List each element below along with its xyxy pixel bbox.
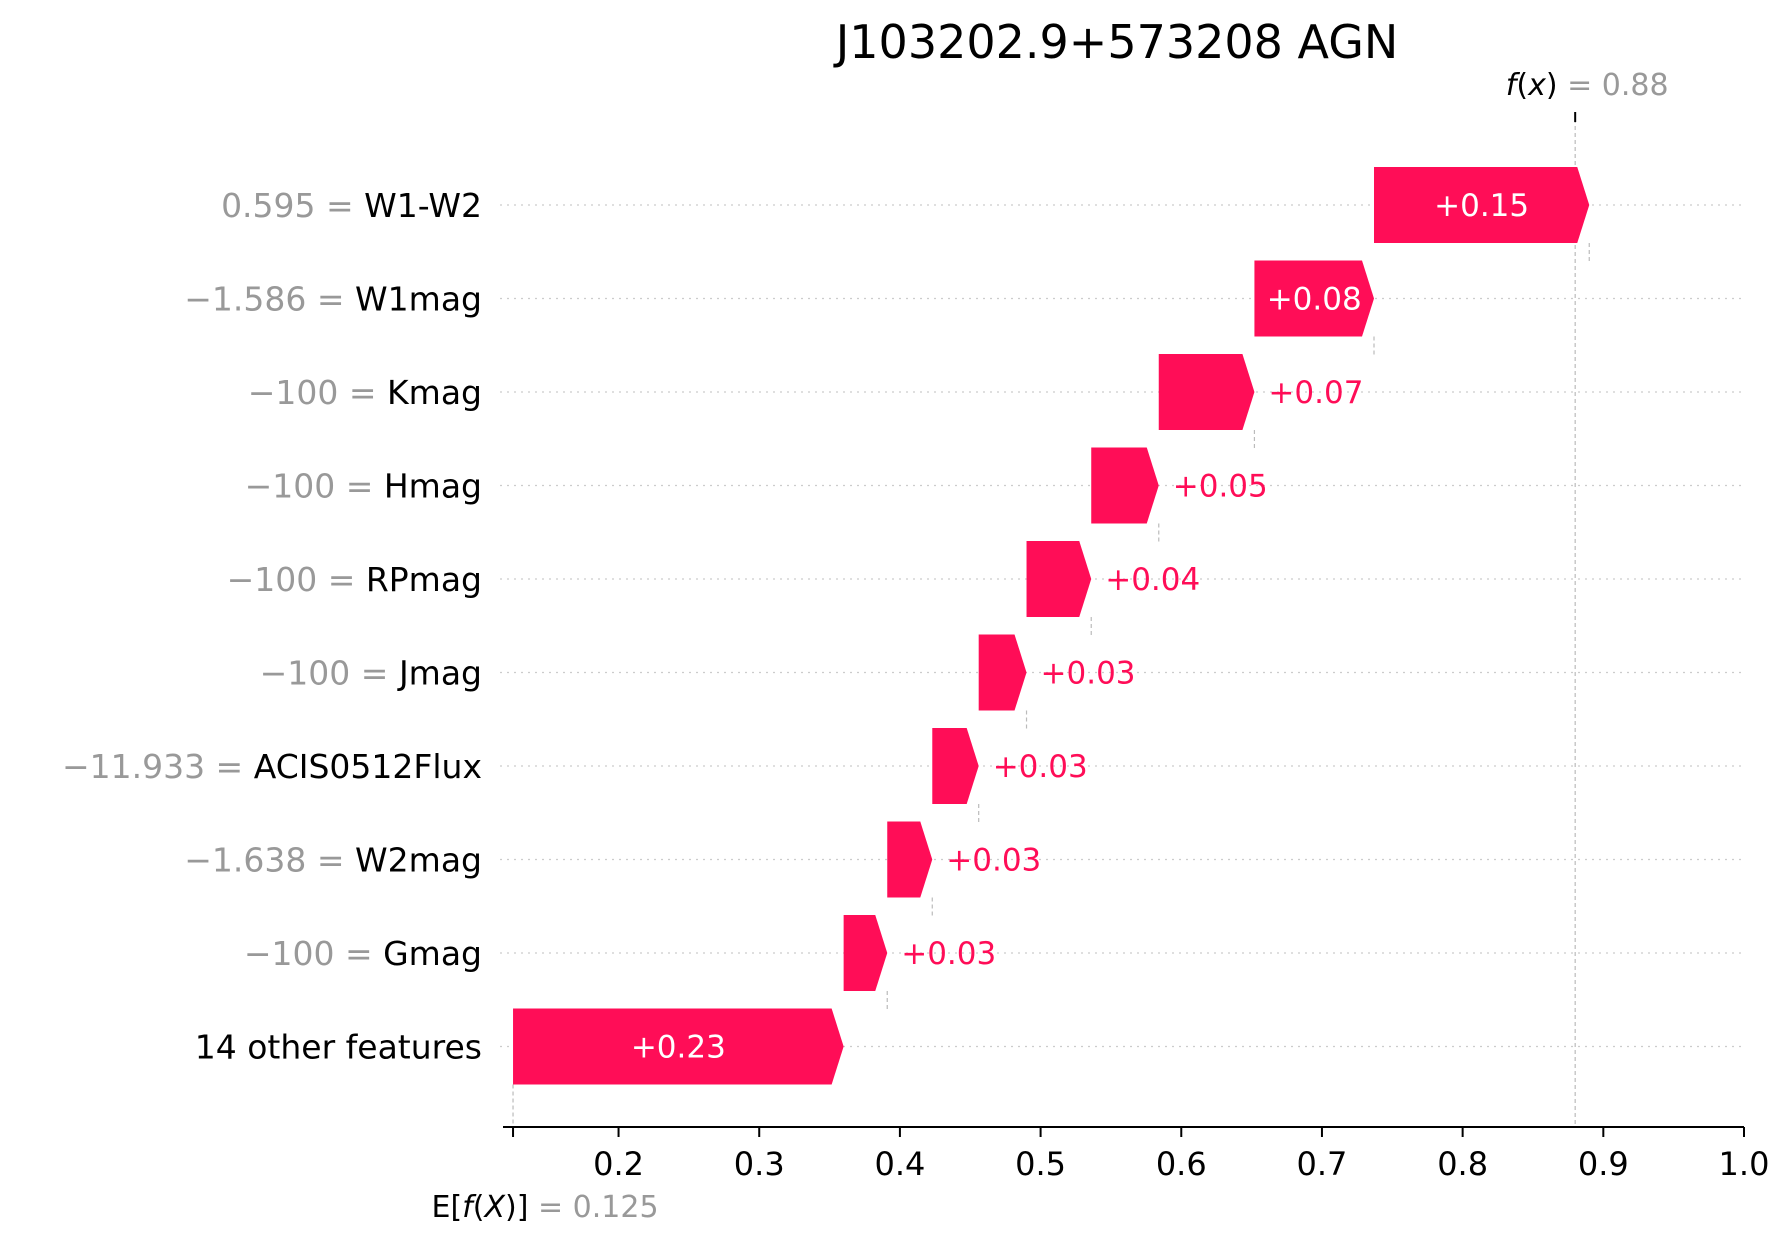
feature-label: −100 = Hmag [245,467,482,506]
bar-w1mag [1254,260,1375,337]
bar-value-label: +0.08 [1267,282,1362,318]
bar-w1-w2 [1374,167,1590,243]
bars: +0.15 +0.08 +0.07 +0.05 +0.04 +0.03 +0.03 +0.03… [513,167,1590,1085]
bar-value-label: +0.05 [1173,469,1268,505]
bar-value-label: +0.03 [1041,656,1136,692]
bar-kmag [1158,354,1255,430]
feature-label: −100 = Kmag [248,373,482,412]
x-tick-label: 1.0 [1719,1145,1770,1183]
feature-label: −1.638 = W2mag [184,841,482,880]
bar-value-label: +0.07 [1268,375,1363,411]
gridlines [500,204,1744,1048]
bar-value-label: +0.03 [993,749,1088,785]
feature-label: 14 other features [195,1028,482,1067]
x-tick-label: 0.5 [1015,1145,1066,1183]
bar-gmag [843,915,888,991]
bar-value-label: +0.03 [946,843,1041,879]
feature-label: 0.595 = W1-W2 [221,186,482,225]
bar-rpmag [1026,541,1092,617]
x-axis: 0.2 0.3 0.4 0.5 0.6 0.7 0.8 0.9 1.0 [503,1126,1770,1183]
chart-title: J103202.9+573208 AGN [833,15,1399,69]
bar-value-label: +0.03 [901,936,996,972]
value-markers: E[f(X)] = 0.125 f(x) = 0.88 [432,68,1669,1225]
connector-lines [512,112,1590,1127]
x-tick-label: 0.7 [1297,1145,1348,1183]
feature-label: −1.586 = W1mag [184,280,482,319]
x-tick-label: 0.4 [874,1145,925,1183]
feature-label: −100 = RPmag [227,560,482,599]
bar-hmag [1091,447,1159,524]
final-value-label: f(x) = 0.88 [1506,68,1669,103]
feature-label: −11.933 = ACIS0512Flux [62,747,482,786]
bar-14-other-features [513,1008,844,1085]
x-tick-label: 0.6 [1156,1145,1207,1183]
bar-value-label: +0.15 [1434,188,1529,224]
base-value-label: E[f(X)] = 0.125 [432,1190,659,1225]
feature-label: −100 = Jmag [260,654,482,693]
x-tick-label: 0.3 [734,1145,785,1183]
x-tick-label: 0.2 [593,1145,644,1183]
bar-value-label: +0.04 [1105,562,1200,598]
bar-jmag [978,634,1027,711]
x-tick-label: 0.9 [1578,1145,1629,1183]
feature-labels: 0.595 = W1-W2 −1.586 = W1mag −100 = Kmag −1… [62,186,482,1067]
bar-value-label: +0.23 [631,1030,726,1066]
x-tick-label: 0.8 [1437,1145,1488,1183]
bar-acis0512flux [932,728,979,804]
bar-w2mag [887,821,933,898]
feature-label: −100 = Gmag [244,934,482,973]
